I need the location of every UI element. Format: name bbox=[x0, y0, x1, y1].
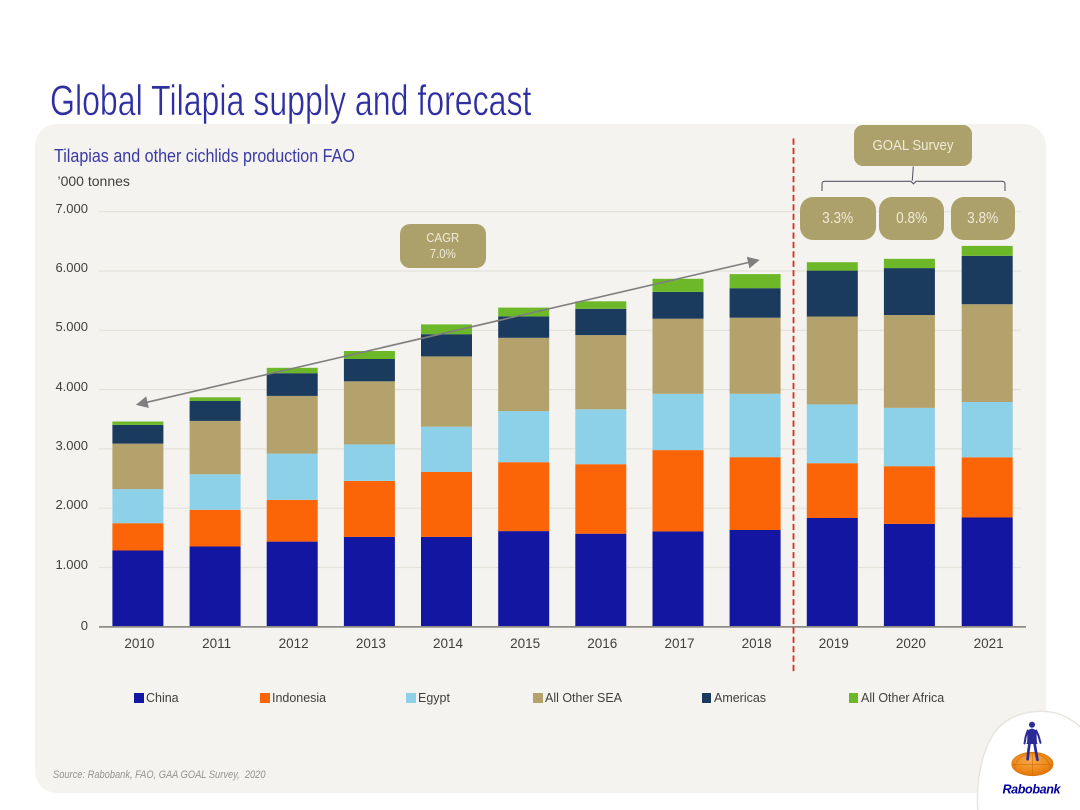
svg-text:Rabobank: Rabobank bbox=[1003, 783, 1062, 797]
